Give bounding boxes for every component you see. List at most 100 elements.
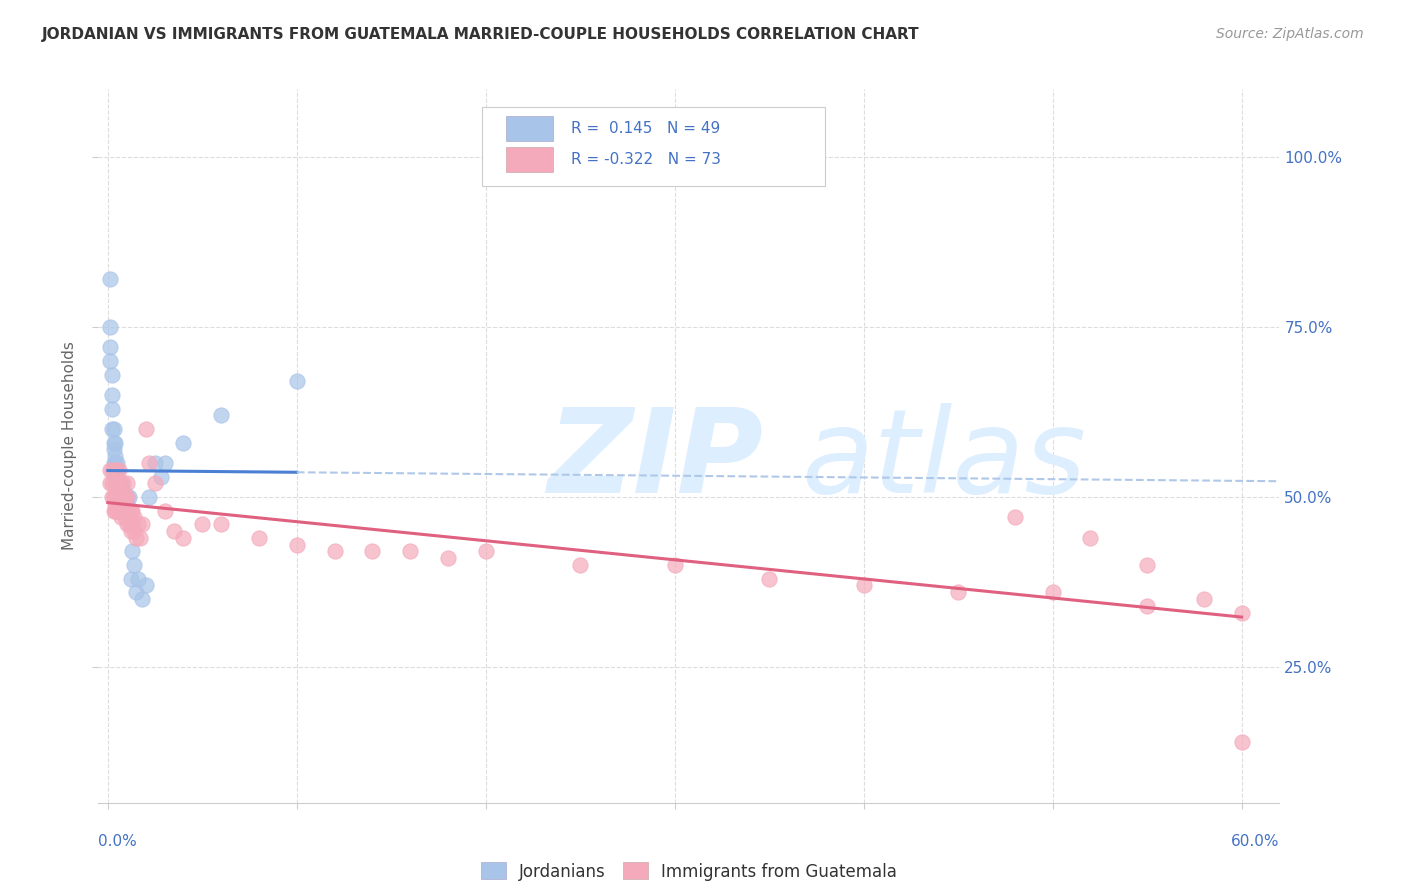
Point xyxy=(108,490,131,504)
Point xyxy=(138,456,160,470)
Point xyxy=(143,456,166,470)
Point xyxy=(105,490,128,504)
Point xyxy=(143,476,166,491)
Point xyxy=(118,503,141,517)
Point xyxy=(127,517,149,532)
Text: 0.0%: 0.0% xyxy=(98,834,138,849)
Point xyxy=(191,517,214,532)
Point xyxy=(115,497,138,511)
Point xyxy=(108,476,131,491)
Point xyxy=(115,517,138,532)
Point xyxy=(1136,599,1159,613)
Point xyxy=(100,368,122,382)
Text: ZIP: ZIP xyxy=(547,403,763,517)
Point xyxy=(105,476,128,491)
Point xyxy=(114,510,136,524)
Point xyxy=(100,463,122,477)
Legend: Jordanians, Immigrants from Guatemala: Jordanians, Immigrants from Guatemala xyxy=(474,855,904,888)
Point xyxy=(114,490,136,504)
Point xyxy=(135,422,157,436)
Point xyxy=(437,551,460,566)
Point xyxy=(110,490,132,504)
Point xyxy=(247,531,270,545)
Point xyxy=(111,503,134,517)
Point xyxy=(172,435,194,450)
Point xyxy=(1230,734,1253,748)
Point xyxy=(108,463,131,477)
Point xyxy=(118,517,141,532)
Point xyxy=(121,503,143,517)
Text: 60.0%: 60.0% xyxy=(1232,834,1279,849)
Point xyxy=(852,578,875,592)
Point xyxy=(103,442,125,457)
Point xyxy=(1192,591,1215,606)
Point xyxy=(110,476,132,491)
Point xyxy=(98,272,121,286)
FancyBboxPatch shape xyxy=(482,107,825,186)
Point xyxy=(105,463,128,477)
Point xyxy=(115,490,138,504)
Point xyxy=(163,524,186,538)
Point xyxy=(103,490,125,504)
Point xyxy=(104,435,127,450)
Point xyxy=(104,456,127,470)
Point xyxy=(115,490,138,504)
Bar xyxy=(506,146,553,171)
Point xyxy=(115,476,138,491)
Point xyxy=(104,469,127,483)
Point xyxy=(120,503,142,517)
Point xyxy=(110,510,132,524)
Text: Source: ZipAtlas.com: Source: ZipAtlas.com xyxy=(1216,27,1364,41)
Point xyxy=(131,517,153,532)
Point xyxy=(108,490,131,504)
Text: R =  0.145   N = 49: R = 0.145 N = 49 xyxy=(571,121,720,136)
Point xyxy=(124,524,146,538)
Point xyxy=(172,531,194,545)
Point xyxy=(118,490,141,504)
Point xyxy=(104,476,127,491)
Point xyxy=(127,572,149,586)
Point xyxy=(100,490,122,504)
Point xyxy=(104,503,127,517)
Point xyxy=(399,544,422,558)
Point xyxy=(285,537,308,551)
Text: R = -0.322   N = 73: R = -0.322 N = 73 xyxy=(571,152,721,167)
Point xyxy=(105,503,128,517)
Point xyxy=(103,435,125,450)
Point xyxy=(110,490,132,504)
Point xyxy=(209,409,232,423)
Point xyxy=(108,503,131,517)
Point xyxy=(98,341,121,355)
Text: atlas: atlas xyxy=(801,403,1087,517)
Point xyxy=(108,476,131,491)
Point xyxy=(153,456,176,470)
Point xyxy=(758,572,780,586)
Point xyxy=(98,476,121,491)
Point xyxy=(948,585,970,599)
Point xyxy=(111,490,134,504)
Point xyxy=(120,524,142,538)
Point xyxy=(110,503,132,517)
Point xyxy=(149,469,172,483)
Point xyxy=(103,456,125,470)
Point xyxy=(1042,585,1064,599)
Point xyxy=(138,490,160,504)
Point xyxy=(114,490,136,504)
Point xyxy=(103,463,125,477)
Point xyxy=(135,578,157,592)
Point xyxy=(124,510,146,524)
Point xyxy=(120,572,142,586)
Point xyxy=(100,422,122,436)
Text: JORDANIAN VS IMMIGRANTS FROM GUATEMALA MARRIED-COUPLE HOUSEHOLDS CORRELATION CHA: JORDANIAN VS IMMIGRANTS FROM GUATEMALA M… xyxy=(42,27,920,42)
Point xyxy=(569,558,592,572)
Point xyxy=(111,476,134,491)
Point xyxy=(105,476,128,491)
Point xyxy=(115,503,138,517)
Point xyxy=(361,544,384,558)
Point xyxy=(285,375,308,389)
Point xyxy=(114,497,136,511)
Point xyxy=(209,517,232,532)
Point xyxy=(1230,606,1253,620)
Point xyxy=(105,463,128,477)
Point xyxy=(111,503,134,517)
